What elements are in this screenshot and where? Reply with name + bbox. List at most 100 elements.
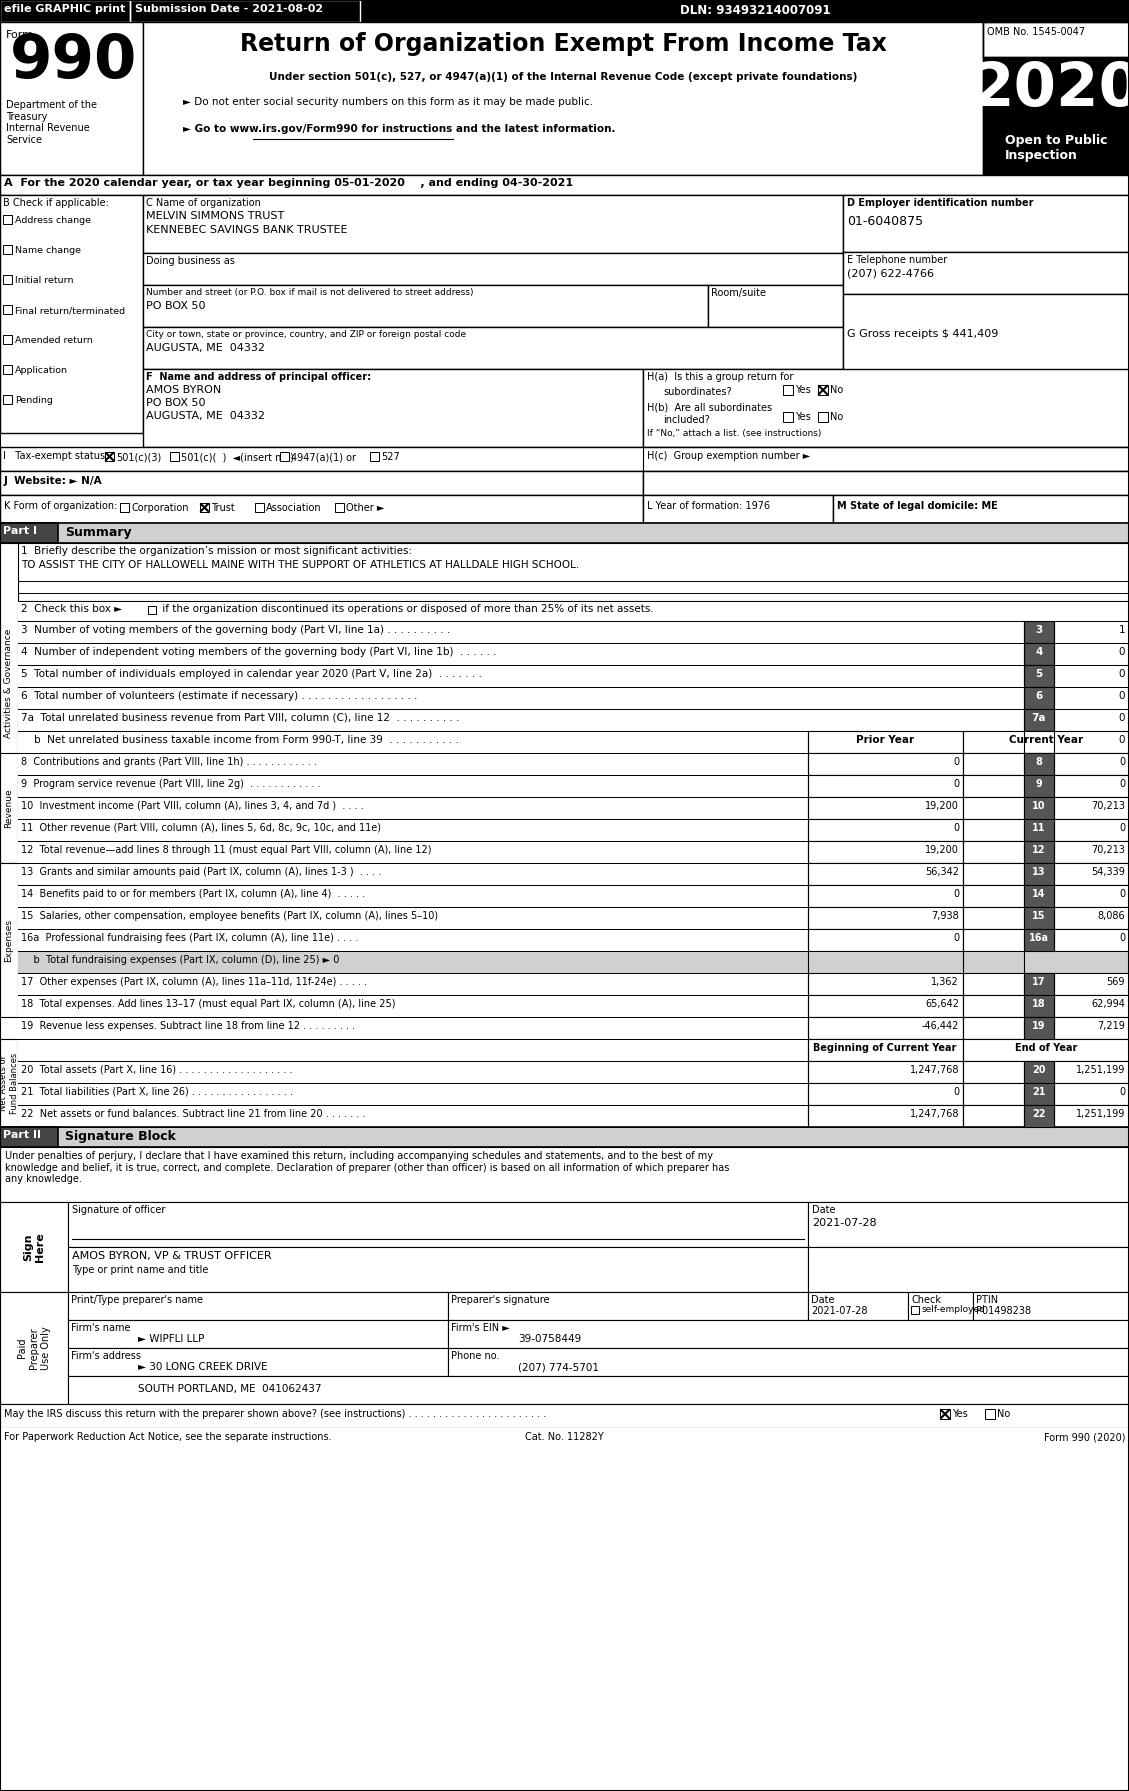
Text: Firm's name: Firm's name — [71, 1324, 131, 1333]
Bar — [448, 1349, 1129, 1375]
Bar — [0, 523, 58, 543]
Text: 3: 3 — [1035, 625, 1042, 636]
Bar — [3, 215, 12, 224]
Text: K Form of organization:: K Form of organization: — [5, 501, 117, 510]
Bar — [808, 1017, 963, 1039]
Bar — [68, 1349, 448, 1375]
Text: SOUTH PORTLAND, ME  041062437: SOUTH PORTLAND, ME 041062437 — [138, 1384, 322, 1393]
Bar — [808, 885, 963, 906]
Bar — [0, 752, 18, 863]
Text: 62,994: 62,994 — [1091, 999, 1124, 1008]
Text: 0: 0 — [1119, 713, 1124, 724]
Bar — [808, 1060, 963, 1084]
Text: (207) 774-5701: (207) 774-5701 — [518, 1361, 599, 1372]
Text: If “No,” attach a list. (see instructions): If “No,” attach a list. (see instruction… — [647, 430, 822, 439]
Bar — [1024, 1060, 1054, 1084]
Text: 14: 14 — [1032, 888, 1045, 899]
Bar — [808, 797, 963, 818]
Text: I   Tax-exempt status:: I Tax-exempt status: — [3, 451, 108, 460]
Bar — [68, 1320, 448, 1349]
Bar — [808, 906, 963, 930]
Bar — [644, 471, 1129, 494]
Bar — [1024, 776, 1054, 797]
Text: Preparer's signature: Preparer's signature — [450, 1295, 550, 1306]
Text: 501(c)(3): 501(c)(3) — [116, 451, 161, 462]
Bar — [843, 253, 1129, 294]
Text: 1  Briefly describe the organization’s mission or most significant activities:: 1 Briefly describe the organization’s mi… — [21, 546, 412, 555]
Bar — [1024, 731, 1054, 752]
Text: 0: 0 — [1119, 647, 1124, 657]
Text: AMOS BYRON: AMOS BYRON — [146, 385, 221, 396]
Text: Name change: Name change — [15, 245, 81, 254]
Text: 15: 15 — [1032, 912, 1045, 921]
Text: Firm's address: Firm's address — [71, 1350, 141, 1361]
Bar — [18, 1060, 808, 1084]
Bar — [3, 335, 12, 344]
Text: PTIN: PTIN — [975, 1295, 998, 1306]
Bar — [1024, 664, 1054, 688]
Bar — [143, 253, 843, 285]
Text: 2021-07-28: 2021-07-28 — [811, 1306, 867, 1316]
Bar — [963, 776, 1129, 797]
Bar — [143, 369, 644, 448]
Bar — [1024, 863, 1054, 885]
Text: 0: 0 — [953, 758, 959, 767]
Text: 19: 19 — [1032, 1021, 1045, 1032]
Text: Number and street (or P.O. box if mail is not delivered to street address): Number and street (or P.O. box if mail i… — [146, 288, 473, 297]
Bar — [3, 276, 12, 285]
Text: Part I: Part I — [3, 527, 37, 536]
Bar — [68, 1202, 808, 1247]
Bar — [1024, 709, 1054, 731]
Bar — [0, 471, 644, 494]
Bar — [1024, 973, 1054, 996]
Text: B Check if applicable:: B Check if applicable: — [3, 199, 108, 208]
Bar — [963, 996, 1129, 1017]
Bar — [18, 688, 1129, 709]
Bar — [963, 1039, 1129, 1060]
Text: 19,200: 19,200 — [925, 845, 959, 854]
Bar — [808, 930, 963, 951]
Text: 527: 527 — [380, 451, 400, 462]
Bar — [448, 1320, 1129, 1349]
Text: KENNEBEC SAVINGS BANK TRUSTEE: KENNEBEC SAVINGS BANK TRUSTEE — [146, 226, 348, 235]
Text: ► Do not enter social security numbers on this form as it may be made public.: ► Do not enter social security numbers o… — [183, 97, 593, 107]
Bar — [1024, 818, 1054, 842]
Bar — [1024, 951, 1129, 973]
Bar — [808, 863, 963, 885]
Text: Print/Type preparer's name: Print/Type preparer's name — [71, 1295, 203, 1306]
Text: if the organization discontinued its operations or disposed of more than 25% of : if the organization discontinued its ope… — [159, 604, 654, 614]
Text: Type or print name and title: Type or print name and title — [72, 1264, 209, 1275]
Text: 56,342: 56,342 — [925, 867, 959, 878]
Bar — [0, 21, 143, 176]
Text: 0: 0 — [1119, 888, 1124, 899]
Bar — [963, 1105, 1129, 1127]
Text: OMB No. 1545-0047: OMB No. 1545-0047 — [987, 27, 1085, 38]
Text: Yes: Yes — [952, 1410, 968, 1418]
Text: TO ASSIST THE CITY OF HALLOWELL MAINE WITH THE SUPPORT OF ATHLETICS AT HALLDALE : TO ASSIST THE CITY OF HALLOWELL MAINE WI… — [21, 561, 579, 570]
Text: 22  Net assets or fund balances. Subtract line 21 from line 20 . . . . . . .: 22 Net assets or fund balances. Subtract… — [21, 1109, 366, 1119]
Text: Beginning of Current Year: Beginning of Current Year — [813, 1042, 956, 1053]
Bar — [963, 906, 1129, 930]
Bar — [963, 973, 1129, 996]
Text: 13  Grants and similar amounts paid (Part IX, column (A), lines 1-3 )  . . . .: 13 Grants and similar amounts paid (Part… — [21, 867, 382, 878]
Bar — [808, 973, 963, 996]
Text: 0: 0 — [1119, 824, 1124, 833]
Bar — [963, 842, 1129, 863]
Text: Activities & Governance: Activities & Governance — [5, 629, 14, 738]
Text: H(a)  Is this a group return for: H(a) Is this a group return for — [647, 373, 794, 381]
Bar — [0, 1146, 1129, 1202]
Text: 20  Total assets (Part X, line 16) . . . . . . . . . . . . . . . . . . .: 20 Total assets (Part X, line 16) . . . … — [21, 1066, 292, 1075]
Bar — [18, 621, 1129, 643]
Bar — [963, 752, 1129, 776]
Bar — [143, 328, 843, 369]
Bar — [0, 1202, 68, 1291]
Bar — [120, 503, 129, 512]
Text: 5: 5 — [1035, 670, 1042, 679]
Bar — [1024, 842, 1054, 863]
Bar — [18, 818, 808, 842]
Text: P01498238: P01498238 — [975, 1306, 1031, 1316]
Bar — [1024, 688, 1054, 709]
Text: MELVIN SIMMONS TRUST: MELVIN SIMMONS TRUST — [146, 211, 285, 220]
Bar — [1024, 797, 1054, 818]
Text: efile GRAPHIC print: efile GRAPHIC print — [5, 4, 125, 14]
